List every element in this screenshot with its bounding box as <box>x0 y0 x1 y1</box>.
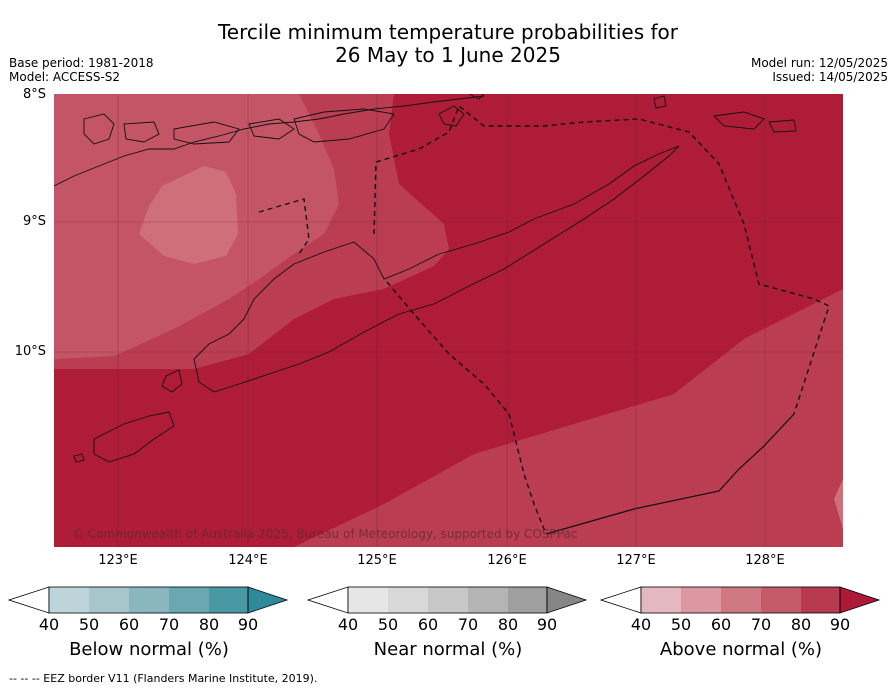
island-alor-2 <box>248 118 295 140</box>
coast-north-west <box>54 95 485 187</box>
lon-label-124e: 124°E <box>228 553 268 568</box>
field-90-southwest <box>54 429 354 547</box>
eez-footnote: -- -- -- EEZ border V11 (Flanders Marine… <box>9 672 318 685</box>
map-title-line1: Tercile minimum temperature probabilitie… <box>217 20 679 44</box>
tick-label: 70 <box>457 615 479 634</box>
colorbar-above-label: Above normal (%) <box>659 639 823 660</box>
colorbar-above-seg-50 <box>681 587 721 613</box>
colorbar-below-seg-50 <box>89 587 129 613</box>
eez-solid <box>545 413 795 535</box>
colorbar-above-seg-60 <box>721 587 761 613</box>
meta-right: Model run: 12/05/2025 Issued: 14/05/2025 <box>751 56 888 84</box>
colorbar-below-arrow-right <box>248 587 287 613</box>
model-run-text: Model run: 12/05/2025 <box>750 56 888 70</box>
model-text: Model: ACCESS-S2 <box>9 70 121 84</box>
tick-label: 50 <box>377 615 399 634</box>
lat-label-9s: 9°S <box>22 214 46 229</box>
island-babar-2 <box>768 119 797 133</box>
island-wetar <box>293 108 395 143</box>
colorbar-above-seg-70 <box>761 587 801 613</box>
colorbar-near-seg-80 <box>508 587 548 613</box>
tick-label: 70 <box>158 615 180 634</box>
tick-label: 50 <box>670 615 692 634</box>
tick-label: 80 <box>790 615 812 634</box>
island-rote <box>93 411 175 463</box>
map-title-line2: 26 May to 1 June 2025 <box>335 43 561 67</box>
colorbar-near-seg-60 <box>428 587 468 613</box>
tick-label: 70 <box>750 615 772 634</box>
island-flores-2 <box>123 121 160 143</box>
field-60-corner <box>834 479 843 529</box>
tick-label: 90 <box>237 615 259 634</box>
field-60-blob <box>139 166 238 264</box>
timor-island <box>193 145 680 393</box>
tick-label: 40 <box>630 615 652 634</box>
probability-map <box>54 94 843 547</box>
colorbar-above-arrow-left <box>600 586 642 614</box>
lon-label-125e: 125°E <box>357 553 397 568</box>
lon-label-123e: 123°E <box>98 553 138 568</box>
colorbar-near-seg-40 <box>348 587 388 613</box>
island-flores-1 <box>83 113 115 145</box>
lon-label-126e: 126°E <box>487 553 527 568</box>
eez-oecusse <box>258 198 310 255</box>
coastlines <box>54 94 797 463</box>
issued-text: Issued: 14/05/2025 <box>772 70 888 84</box>
tick-label: 80 <box>198 615 220 634</box>
colorbar-below-normal <box>8 586 289 614</box>
tick-label: 60 <box>417 615 439 634</box>
tick-label: 50 <box>78 615 100 634</box>
graticule <box>54 94 843 547</box>
colorbar-near-seg-70 <box>468 587 508 613</box>
lat-label-10s: 10°S <box>14 344 46 359</box>
tick-label: 40 <box>38 615 60 634</box>
colorbar-below-seg-70 <box>169 587 209 613</box>
tick-label: 90 <box>829 615 851 634</box>
tick-label: 40 <box>337 615 359 634</box>
colorbar-near-arrow-right <box>547 587 586 613</box>
island-alor-1 <box>173 121 240 145</box>
meta-left: Base period: 1981-2018 Model: ACCESS-S2 <box>9 56 154 84</box>
tick-label: 60 <box>710 615 732 634</box>
tick-label: 80 <box>497 615 519 634</box>
colorbar-near-normal <box>307 586 588 614</box>
island-small-1 <box>438 105 465 127</box>
colorbar-below-label: Below normal (%) <box>69 639 229 660</box>
colorbar-below-seg-40 <box>49 587 89 613</box>
island-small-2 <box>653 95 667 109</box>
map-canvas <box>54 94 843 547</box>
tick-label: 90 <box>536 615 558 634</box>
island-babar <box>713 111 765 130</box>
island-ndao <box>73 453 85 463</box>
colorbar-near-label: Near normal (%) <box>373 639 523 660</box>
colorbar-below-arrow-left <box>8 586 50 614</box>
colorbar-above-seg-40 <box>641 587 681 613</box>
colorbar-below-seg-60 <box>129 587 169 613</box>
colorbar-above-seg-80 <box>801 587 841 613</box>
colorbar-above-normal <box>600 586 881 614</box>
colorbar-above-arrow-right <box>840 587 879 613</box>
island-top <box>468 94 485 100</box>
colorbar-near-arrow-left <box>307 586 349 614</box>
island-semau <box>161 369 183 393</box>
lon-label-127e: 127°E <box>616 553 656 568</box>
base-period-text: Base period: 1981-2018 <box>9 56 154 70</box>
colorbar-near-seg-50 <box>388 587 428 613</box>
colorbar-below-seg-80 <box>209 587 249 613</box>
tick-label: 60 <box>118 615 140 634</box>
eez-border <box>258 104 830 535</box>
copyright-text: © Commonwealth of Australia 2025, Bureau… <box>72 527 578 541</box>
lon-label-128e: 128°E <box>745 553 785 568</box>
eez-solid-segment <box>545 413 795 535</box>
field-80-southeast <box>294 289 843 547</box>
lat-label-8s: 8°S <box>22 87 46 102</box>
